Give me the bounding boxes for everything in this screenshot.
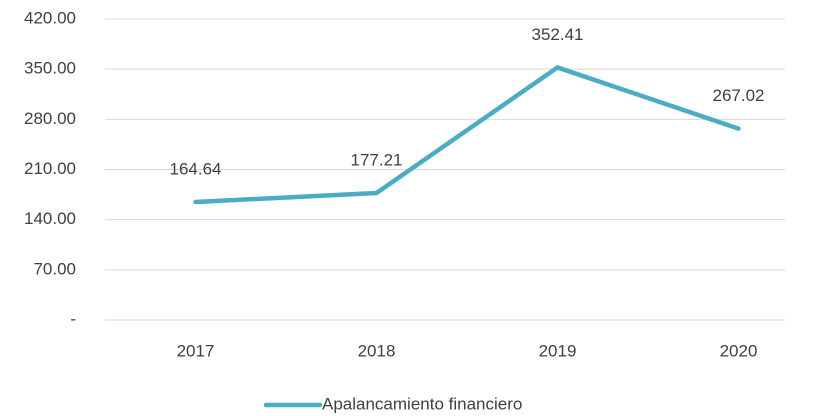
x-tick-label: 2018 xyxy=(358,341,396,360)
y-tick-label: 70.00 xyxy=(33,259,76,278)
data-label: 164.64 xyxy=(170,159,222,178)
y-tick-label: 420.00 xyxy=(24,8,76,27)
x-tick-label: 2019 xyxy=(539,341,577,360)
data-line xyxy=(193,65,741,205)
data-label: 267.02 xyxy=(713,86,765,105)
y-tick-label: - xyxy=(70,309,76,328)
y-tick-label: 210.00 xyxy=(24,159,76,178)
y-tick-label: 140.00 xyxy=(24,209,76,228)
x-tick-label: 2020 xyxy=(720,341,758,360)
x-tick-label: 2017 xyxy=(177,341,215,360)
data-label: 352.41 xyxy=(532,25,584,44)
data-label: 177.21 xyxy=(351,150,403,169)
legend-label: Apalancamiento financiero xyxy=(322,394,522,413)
y-tick-label: 350.00 xyxy=(24,59,76,78)
y-tick-label: 280.00 xyxy=(24,109,76,128)
